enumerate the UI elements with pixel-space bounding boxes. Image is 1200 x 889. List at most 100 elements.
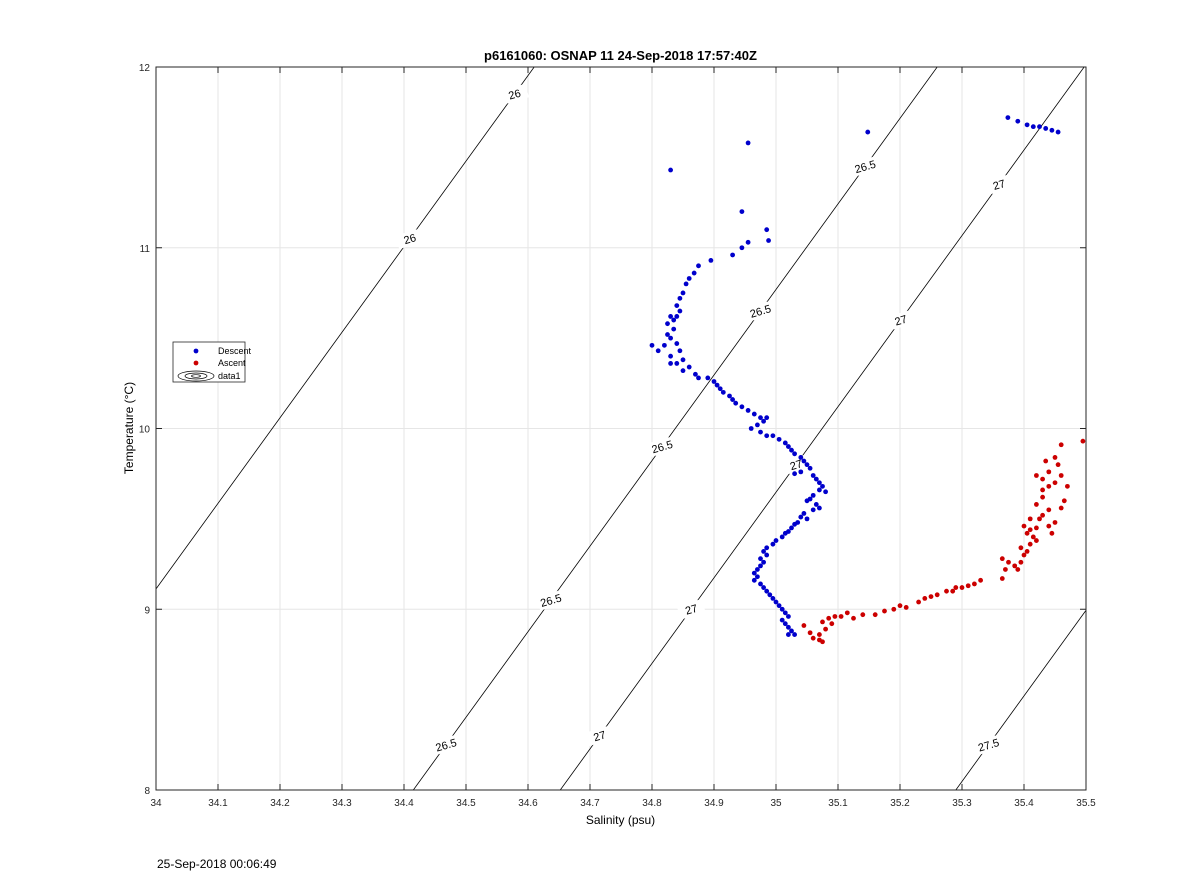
descent-point	[810, 507, 816, 513]
contour-label-bg	[500, 83, 529, 105]
contour-label: 26.5	[749, 303, 773, 321]
descent-point	[1024, 122, 1030, 128]
descent-point	[727, 393, 732, 399]
descent-point	[770, 541, 776, 547]
ascent-point	[1034, 525, 1039, 531]
ascent-point	[922, 596, 928, 601]
descent-point	[1030, 124, 1036, 130]
contour-label-bg	[984, 174, 1014, 195]
descent-point	[751, 577, 757, 583]
x-tick-label: 34.9	[704, 798, 724, 809]
descent-point	[680, 368, 686, 374]
descent-point	[655, 348, 661, 354]
ascent-point	[807, 630, 813, 636]
ascent-point	[820, 619, 825, 625]
descent-point	[677, 295, 683, 301]
legend-descent-marker	[193, 348, 199, 354]
descent-point	[677, 348, 683, 354]
ascent-point	[1046, 469, 1052, 475]
descent-point	[696, 263, 701, 269]
legend-ascent-marker	[193, 360, 199, 366]
descent-point	[662, 342, 667, 348]
grid	[155, 66, 1087, 791]
ascent-point	[1027, 527, 1033, 533]
y-tick-label: 9	[144, 605, 150, 616]
descent-point	[758, 415, 763, 421]
ascent-point	[959, 585, 965, 590]
descent-point	[1015, 118, 1021, 124]
descent-point	[789, 447, 794, 453]
ascent-point	[801, 623, 807, 628]
contour-label: 26	[402, 232, 417, 247]
descent-point	[789, 628, 794, 634]
x-tick-label: 35.4	[1014, 798, 1034, 809]
ascent-point	[1040, 487, 1045, 493]
descent-point	[739, 404, 745, 410]
descent-point	[751, 570, 757, 576]
x-tick-label: 34.4	[394, 798, 414, 809]
chart-title: p6161060: OSNAP 11 24-Sep-2018 17:57:40Z	[484, 48, 757, 63]
descent-point	[786, 632, 791, 637]
x-tick-label: 34.7	[580, 798, 600, 809]
contour-label-bg	[647, 436, 677, 457]
contour-label-bg	[536, 589, 566, 611]
ascent-point	[810, 635, 816, 641]
contour-label-bg	[850, 156, 880, 177]
contour-label: 26	[507, 88, 522, 103]
ascent-point	[1061, 498, 1067, 504]
ascent-point	[882, 608, 887, 614]
descent-point	[810, 473, 816, 478]
descent-point	[683, 281, 689, 287]
descent-point	[671, 317, 677, 323]
descent-point	[813, 502, 819, 507]
descent-point	[668, 353, 673, 359]
ascent-point	[972, 581, 977, 587]
descent-point	[779, 606, 785, 612]
descent-point	[761, 559, 766, 565]
ascent-point	[1037, 516, 1042, 522]
descent-point	[739, 245, 745, 251]
ascent-point	[826, 615, 832, 621]
descent-point	[708, 258, 714, 263]
descent-point	[761, 585, 766, 590]
legend-data1-label: data1	[218, 371, 241, 381]
descent-point	[767, 592, 773, 598]
ascent-point	[1058, 442, 1064, 448]
descent-point	[823, 489, 828, 495]
contour-label: 26.5	[650, 439, 674, 457]
descent-point	[674, 303, 680, 308]
descent-point	[776, 436, 782, 442]
descent-point	[804, 498, 810, 504]
ascent-point	[1040, 494, 1045, 500]
x-tick-label: 35.5	[1076, 798, 1096, 809]
ascent-point	[950, 588, 956, 594]
ascent-point	[1058, 505, 1064, 511]
descent-point	[705, 375, 711, 381]
descent-point	[755, 422, 760, 428]
ascent-point	[999, 556, 1005, 562]
contour-label: 27	[992, 178, 1007, 193]
ascent-point	[1055, 462, 1061, 468]
descent-point	[677, 308, 683, 314]
descent-point	[798, 455, 804, 460]
descent-point	[792, 521, 797, 527]
descent-point	[720, 389, 726, 395]
x-tick-label: 35.2	[890, 798, 910, 809]
contour-label-bg	[974, 734, 1003, 756]
ascent-point	[999, 576, 1005, 581]
ascent-point	[872, 612, 878, 618]
legend[interactable]: Descent Ascent data1	[172, 341, 252, 383]
descent-point	[770, 596, 776, 601]
ascent-point	[820, 639, 825, 645]
ascent-point	[1021, 523, 1027, 529]
x-tick-label: 34.8	[642, 798, 662, 809]
descent-point	[686, 364, 692, 370]
ascent-point	[1018, 545, 1024, 551]
ascent-point	[1034, 502, 1039, 507]
x-tick-label: 34.6	[518, 798, 538, 809]
descent-point	[739, 209, 745, 215]
descent-point	[801, 511, 807, 516]
descent-point	[817, 480, 822, 486]
ascent-point	[953, 585, 959, 590]
descent-point	[1049, 127, 1055, 133]
